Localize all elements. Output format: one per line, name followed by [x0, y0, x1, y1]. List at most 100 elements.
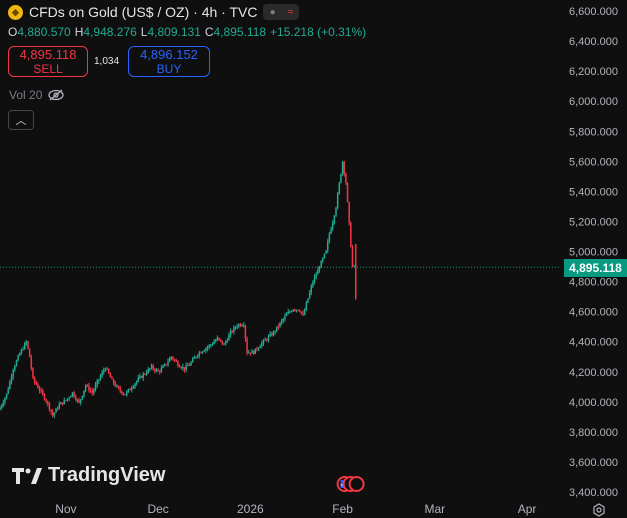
candle-body: [183, 367, 186, 370]
change-value: +15.218 (+0.31%): [270, 25, 367, 39]
candle-body: [129, 389, 131, 391]
eye-hidden-icon[interactable]: [48, 89, 65, 101]
candle-body: [106, 368, 108, 370]
candle-body: [22, 349, 24, 351]
market-status-pill[interactable]: ● ≈: [263, 4, 300, 20]
candle-body: [269, 333, 271, 337]
candle-body: [228, 334, 230, 341]
candle-body: [201, 351, 204, 353]
candle-body: [195, 356, 197, 358]
x-tick-label: 2026: [237, 502, 264, 516]
candle-body: [170, 356, 173, 359]
candle-body: [353, 265, 355, 267]
candle-body: [216, 337, 219, 341]
candle-body: [323, 253, 326, 258]
candle-body: [236, 326, 238, 328]
candle-body: [257, 347, 260, 350]
candle-body: [261, 342, 263, 347]
candle-body: [345, 173, 347, 183]
volume-indicator[interactable]: Vol 20: [9, 88, 65, 102]
candle-body: [226, 340, 229, 342]
candle-body: [51, 411, 54, 416]
candle-body: [139, 376, 141, 378]
candle-body: [63, 400, 65, 405]
candle-body: [247, 352, 250, 354]
candle-body: [274, 331, 276, 333]
candle-body: [190, 362, 192, 365]
candle-body: [331, 222, 334, 229]
candle-body: [42, 390, 44, 395]
candle-body: [60, 402, 62, 405]
logo-text: TradingView: [48, 464, 166, 486]
candle-body: [103, 370, 105, 373]
candle-body: [243, 325, 245, 327]
candle-body: [333, 215, 336, 223]
y-tick-label: 6,600.000: [569, 6, 618, 18]
x-tick-label: Dec: [147, 502, 168, 516]
candle-body: [114, 383, 117, 387]
candle-body: [9, 381, 11, 389]
candle-body: [320, 261, 322, 268]
candle-body: [50, 409, 52, 412]
candle-body: [96, 380, 98, 385]
candle-body: [246, 338, 248, 354]
candle-body: [55, 408, 57, 413]
candle-body: [210, 344, 212, 346]
candle-body: [37, 384, 39, 389]
candle-body: [65, 400, 67, 402]
candle-body: [73, 392, 75, 397]
candle-body: [131, 388, 133, 390]
candle-body: [299, 310, 301, 312]
candle-body: [303, 310, 306, 315]
candle-body: [28, 348, 31, 357]
candle-body: [191, 358, 194, 363]
spread-value: 1,034: [94, 56, 120, 67]
candle-body: [5, 393, 8, 399]
candle-body: [343, 161, 345, 174]
candle-body: [256, 348, 258, 350]
candle-body: [178, 366, 181, 368]
y-tick-label: 6,400.000: [569, 36, 618, 48]
candle-body: [152, 365, 154, 369]
x-tick-label: Mar: [424, 502, 445, 516]
symbol-header[interactable]: ◆ CFDs on Gold (US$ / OZ) · 4h · TVC ● ≈: [8, 4, 300, 20]
candle-body: [38, 388, 41, 391]
candle-body: [154, 368, 156, 371]
ohlc-values: O 4,880.570 H 4,948.276 L 4,809.131 C 4,895.…: [8, 25, 366, 39]
candle-body: [14, 366, 16, 371]
candle-body: [254, 348, 257, 354]
candle-body: [32, 368, 34, 378]
candle-body: [224, 341, 227, 344]
candle-body: [2, 402, 5, 406]
collapse-button[interactable]: ︿: [8, 110, 34, 130]
y-tick-label: 5,600.000: [569, 156, 618, 168]
candle-body: [328, 233, 331, 242]
y-tick-label: 4,200.000: [569, 367, 618, 379]
candle-body: [121, 391, 123, 394]
candle-body: [295, 309, 298, 311]
candle-body: [33, 377, 36, 382]
sell-button[interactable]: 4,895.118 SELL: [8, 46, 88, 77]
candle-body: [119, 388, 121, 392]
candle-body: [239, 324, 242, 326]
candle-body: [116, 386, 118, 388]
candle-body: [351, 247, 354, 267]
buy-button[interactable]: 4,896.152 BUY: [128, 46, 210, 77]
candle-body: [30, 356, 33, 369]
candle-body: [157, 369, 159, 372]
volume-label: Vol 20: [9, 88, 43, 102]
candle-body: [275, 326, 278, 332]
candle-body: [84, 385, 87, 391]
candle-body: [185, 365, 187, 370]
y-tick-label: 5,200.000: [569, 216, 618, 228]
candle-body: [99, 376, 102, 380]
candle-body: [233, 327, 235, 332]
candle-body: [218, 337, 220, 340]
gear-icon[interactable]: [592, 503, 606, 517]
candle-body: [40, 390, 42, 392]
candle-body: [340, 173, 342, 183]
close-label: C: [204, 25, 214, 39]
candle-body: [200, 352, 202, 354]
candle-body: [305, 302, 308, 311]
